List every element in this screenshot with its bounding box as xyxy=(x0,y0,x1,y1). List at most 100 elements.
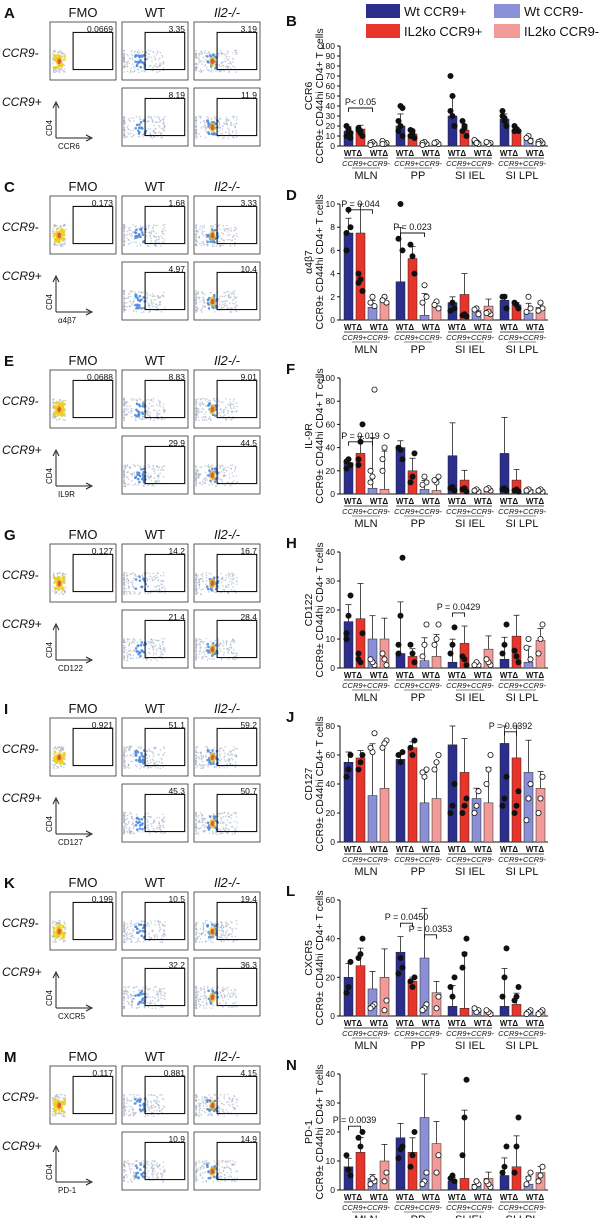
panel-il9r-point-il2ko-ccr9-si-iel xyxy=(483,486,490,493)
flow-event xyxy=(155,306,158,309)
flow-event xyxy=(235,923,238,925)
flow-event xyxy=(209,240,212,243)
panel-4-7-cd4-axis-label: CD4 xyxy=(45,293,54,310)
flow-event xyxy=(218,303,221,306)
flow-event xyxy=(161,56,164,58)
flow-event xyxy=(153,124,155,127)
panel-cd122-point-il2ko-ccr9-pp xyxy=(409,650,416,657)
flow-event xyxy=(234,935,237,938)
flow-event xyxy=(144,939,146,942)
flow-event xyxy=(233,115,235,118)
panel-ccr6-gate-r1c1 xyxy=(144,97,186,137)
flow-event xyxy=(130,303,133,305)
panel-4-7-bar-wt-ccr9-pp xyxy=(395,281,406,321)
flow-event xyxy=(208,69,210,72)
panel-ccr6-xgroup-sub: CCR9+CCR9- xyxy=(498,159,546,168)
flow-event xyxy=(226,66,229,69)
flow-event xyxy=(204,50,206,52)
flow-event xyxy=(226,469,228,472)
flow-event xyxy=(200,767,202,770)
panel-cd127-xgroup-sub: CCR9+CCR9- xyxy=(342,855,390,864)
flow-event xyxy=(226,231,229,233)
flow-event xyxy=(218,411,221,414)
flow-event xyxy=(60,67,62,70)
flow-event xyxy=(124,65,127,68)
flow-event xyxy=(228,646,231,649)
panel-il9r-point-wt-ccr9-pp xyxy=(419,481,426,488)
flow-event xyxy=(135,310,138,313)
flow-event xyxy=(125,234,127,237)
flow-event xyxy=(210,418,212,421)
flow-event xyxy=(202,756,204,759)
flow-event xyxy=(138,416,141,419)
flow-event xyxy=(236,821,238,824)
flow-event xyxy=(151,640,154,642)
flow-event xyxy=(127,585,130,588)
flow-event xyxy=(123,297,125,299)
panel-cd122-point-wt-ccr9-si-iel xyxy=(449,641,456,648)
flow-event xyxy=(150,644,152,647)
flow-event xyxy=(135,64,139,68)
flow-event xyxy=(133,923,136,926)
flow-event xyxy=(123,637,125,640)
flow-event xyxy=(221,479,223,481)
panel-4-7-xgroup-wt-pos: WTΔ xyxy=(448,323,466,332)
flow-event xyxy=(55,765,58,768)
panel-ccr6-point-wt-ccr9-pp xyxy=(399,132,406,139)
flow-event xyxy=(220,819,222,821)
flow-event xyxy=(234,307,236,309)
panel-il9r-point-wt-ccr9-mln xyxy=(371,386,378,393)
panel-ccr6-bar-letter: B xyxy=(286,13,297,30)
flow-event xyxy=(152,827,155,830)
panel-ccr6-point-wt-ccr9-si-lpl xyxy=(499,108,506,115)
flow-event xyxy=(133,754,136,757)
flow-event xyxy=(157,475,160,477)
flow-event xyxy=(132,637,134,640)
flow-event xyxy=(128,928,131,931)
flow-event xyxy=(205,66,208,69)
flow-event xyxy=(230,239,233,242)
panel-cd127-xgroup-wt-pos: WTΔ xyxy=(396,845,414,854)
panel-ccr6-y-tick-label: 60 xyxy=(326,81,336,91)
panel-cd122-xgroup-wt-neg: WTΔ xyxy=(422,671,440,680)
flow-event xyxy=(146,412,149,415)
panel-4-7-sig-bracket-1 xyxy=(400,232,425,237)
flow-event xyxy=(128,642,131,644)
flow-event xyxy=(195,117,197,119)
flow-event xyxy=(220,307,223,309)
flow-event xyxy=(158,238,161,240)
flow-event xyxy=(61,245,64,247)
flow-event xyxy=(130,745,132,748)
panel-cd127-xgroup-wt-neg: WTΔ xyxy=(474,845,492,854)
panel-cd127-point-wt-ccr9-si-iel xyxy=(475,788,482,795)
flow-event xyxy=(224,484,226,487)
flow-event xyxy=(125,649,128,651)
flow-event xyxy=(162,295,165,298)
flow-event xyxy=(136,477,140,481)
flow-event xyxy=(209,465,212,468)
flow-event xyxy=(229,758,231,761)
panel-cd122-point-il2ko-ccr9-mln xyxy=(359,630,366,637)
flow-event xyxy=(204,647,206,649)
flow-event xyxy=(195,827,197,830)
panel-cd122-xgroup-sub: CCR9+CCR9- xyxy=(342,681,390,690)
flow-event xyxy=(153,409,155,412)
flow-event xyxy=(219,295,221,298)
flow-event xyxy=(129,932,132,935)
flow-event xyxy=(199,577,202,580)
flow-event xyxy=(198,403,200,406)
panel-4-7-xgroup-sub: CCR9+CCR9- xyxy=(394,333,442,342)
panel-cd122-xgroup-sub: CCR9+CCR9- xyxy=(498,681,546,690)
flow-event xyxy=(125,588,127,590)
flow-event xyxy=(125,407,127,409)
flow-event xyxy=(214,53,217,56)
flow-event xyxy=(156,935,159,937)
flow-event xyxy=(162,60,165,63)
flow-event xyxy=(206,749,210,752)
flow-event xyxy=(221,232,223,234)
flow-event xyxy=(155,574,157,577)
flow-event xyxy=(195,300,197,303)
flow-event xyxy=(135,123,139,127)
flow-event xyxy=(154,923,156,926)
flow-event xyxy=(201,651,203,654)
